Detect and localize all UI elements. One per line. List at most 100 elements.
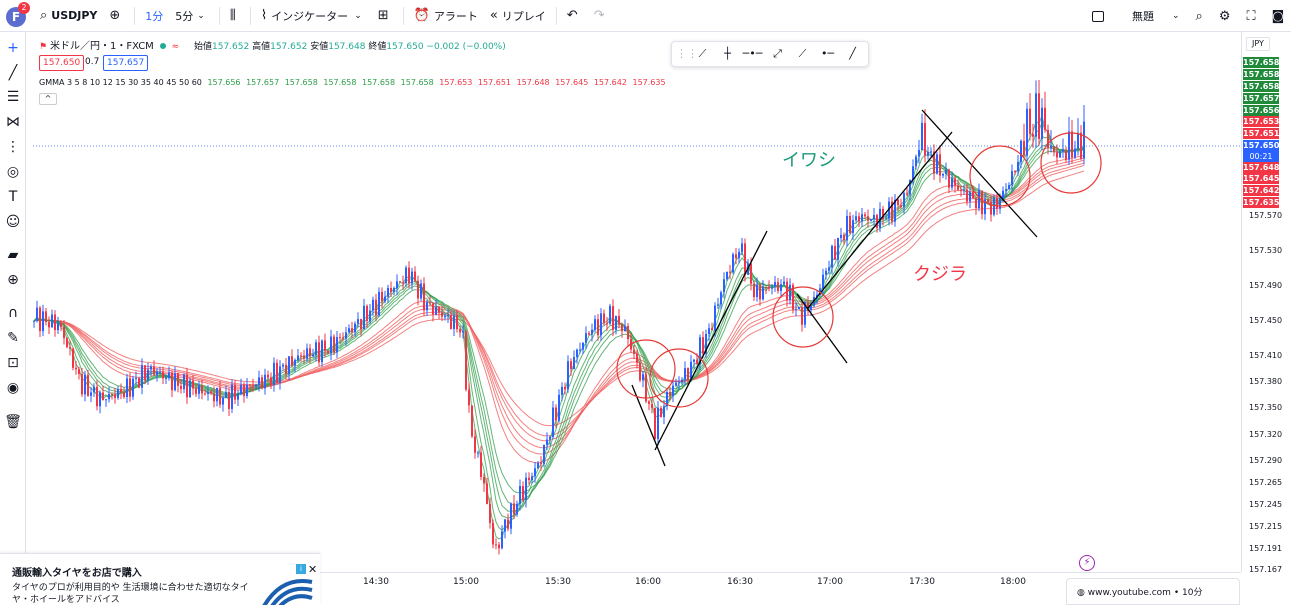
crosshair-icon[interactable]: +	[7, 40, 19, 56]
candle-body	[189, 380, 191, 398]
brush-icon[interactable]: ◎	[6, 164, 20, 180]
candle-body	[777, 282, 779, 291]
collapse-legend-button[interactable]: ^	[39, 93, 57, 105]
settings-button[interactable]: ⚙	[1213, 0, 1241, 32]
candle-body	[384, 296, 386, 302]
candle-body	[732, 254, 734, 273]
candle-body	[684, 368, 686, 380]
candle-body	[912, 166, 914, 180]
trash-icon[interactable]: 🗑	[4, 414, 22, 430]
candle-body	[372, 299, 374, 311]
alert-button[interactable]: ⏰ アラート	[408, 0, 484, 32]
ad-info-icon[interactable]: i	[296, 564, 306, 574]
trendline-tool-icon[interactable]: ⟋	[698, 47, 707, 60]
undo-button[interactable]: ↶	[561, 0, 588, 32]
candle-body	[222, 397, 224, 405]
symbol-search[interactable]: ⌕ USDJPY	[34, 0, 103, 32]
fib-icon[interactable]: ☰	[6, 89, 20, 105]
magnet-icon[interactable]: ∩	[7, 305, 19, 321]
fullscreen-layout-button[interactable]	[1086, 0, 1110, 32]
ad-banner[interactable]: 通販輸入タイヤをお店で購入 タイヤのプロが利用目的や 生活環境に合わせた適切なタ…	[0, 553, 320, 605]
ad-logo-image[interactable]	[262, 576, 314, 605]
candle-body	[294, 360, 296, 366]
close-label: 終値	[368, 42, 387, 52]
interval-1m[interactable]: 1分	[139, 0, 169, 32]
quick-search-button[interactable]: ⌕	[1190, 0, 1213, 32]
iwashi-annotation[interactable]: イワシ	[782, 150, 836, 171]
gmma-short-value: 157.656	[207, 78, 241, 87]
candle-body	[915, 156, 917, 167]
candle-body	[213, 393, 215, 402]
candle-body	[1041, 107, 1043, 139]
candle-body	[216, 387, 218, 402]
highlight-circle	[1040, 132, 1102, 194]
ruler-icon[interactable]: ▰	[7, 247, 19, 263]
ad-close-button[interactable]: ✕	[308, 563, 318, 576]
text-icon[interactable]: T	[8, 189, 18, 205]
zoom-icon[interactable]: ⊕	[7, 272, 19, 288]
replay-button[interactable]: «リプレイ	[484, 0, 552, 32]
price-axis[interactable]: JPY 157.570 157.530 157.490 157.450 157.…	[1241, 32, 1291, 574]
trend-line	[807, 131, 953, 309]
emoji-icon[interactable]: ☺	[5, 214, 21, 230]
gmma-legend[interactable]: GMMA 3 5 8 10 12 15 30 35 40 45 50 60 15…	[39, 78, 669, 87]
ad-title[interactable]: 通販輸入タイヤをお店で購入	[12, 568, 142, 579]
eye-icon[interactable]: ◉	[6, 380, 20, 396]
chart-type-button[interactable]: ⫼	[224, 0, 246, 32]
trendline-icon[interactable]: ╱	[8, 65, 18, 81]
camera-icon: ◙	[1271, 8, 1285, 24]
candle-body	[702, 337, 704, 354]
compare-button[interactable]: ⊕	[103, 0, 130, 32]
vertical-line-tool-icon[interactable]: ┼	[724, 47, 731, 60]
pencil-lock-icon[interactable]: ✎	[7, 330, 19, 346]
kujira-annotation[interactable]: クジラ	[913, 264, 967, 285]
candle-body	[1035, 93, 1037, 137]
pattern-icon[interactable]: ⋈	[6, 114, 20, 130]
candle-body	[429, 302, 431, 304]
candle-body	[102, 392, 104, 401]
interval-5m[interactable]: 5分 ⌄	[169, 0, 215, 32]
currency-selector[interactable]: JPY	[1246, 37, 1270, 51]
fullscreen-button[interactable]: ⛶	[1240, 0, 1265, 32]
templates-button[interactable]: ⊞	[372, 0, 399, 32]
candle-body	[81, 374, 83, 395]
candle-body	[687, 368, 689, 380]
horizontal-line-tool-icon[interactable]: •─	[820, 47, 835, 60]
candle-body	[957, 185, 959, 190]
ray-tool-icon[interactable]: ⤢	[773, 47, 782, 60]
candle-body	[582, 342, 584, 350]
redo-button[interactable]: ↷	[588, 0, 615, 32]
legend-symbol[interactable]: 米ドル／円・1・FXCM	[49, 41, 154, 52]
drag-handle-icon[interactable]: ⋮⋮	[676, 47, 698, 60]
buy-button[interactable]: 157.657	[103, 55, 149, 71]
candle-body	[126, 378, 128, 397]
candle-body	[906, 193, 908, 195]
snapshot-button[interactable]: ◙	[1266, 0, 1291, 32]
candle-body	[696, 359, 698, 364]
horizontal-ray-tool-icon[interactable]: ─•─	[742, 47, 763, 60]
youtube-site: www.youtube.com	[1087, 588, 1171, 598]
info-line-tool-icon[interactable]: ╱	[849, 47, 856, 60]
candle-body	[219, 387, 221, 405]
lightning-icon[interactable]: ⚡	[1079, 555, 1095, 571]
youtube-link[interactable]: ◍ www.youtube.com • 10分	[1066, 578, 1240, 605]
indicators-button[interactable]: ⌇ インジケーター ⌄	[255, 0, 372, 32]
candle-body	[177, 373, 179, 386]
time-axis[interactable]: 14:30 15:00 15:30 16:00 16:30 17:00 17:3…	[33, 572, 1241, 592]
extended-line-tool-icon[interactable]: ⟋	[798, 47, 807, 60]
candle-body	[357, 319, 359, 324]
chart-pane[interactable]	[33, 32, 1241, 572]
candle-body	[396, 281, 398, 288]
lock-icon[interactable]: ⊡	[7, 355, 19, 371]
price-chart[interactable]	[33, 32, 1241, 572]
ad-description[interactable]: タイヤのプロが利用目的や 生活環境に合わせた適切なタイヤ・ホイールをアドバイス	[12, 583, 249, 605]
candle-body	[879, 208, 881, 229]
candle-body	[1050, 146, 1052, 148]
layout-name-button[interactable]: 無題 ⌄	[1126, 0, 1190, 32]
candle-body	[360, 319, 362, 330]
sell-button[interactable]: 157.650	[39, 55, 85, 71]
candle-body	[225, 392, 227, 398]
prediction-icon[interactable]: ⋮	[6, 139, 20, 155]
candle-body	[948, 169, 950, 188]
candle-body	[705, 334, 707, 354]
